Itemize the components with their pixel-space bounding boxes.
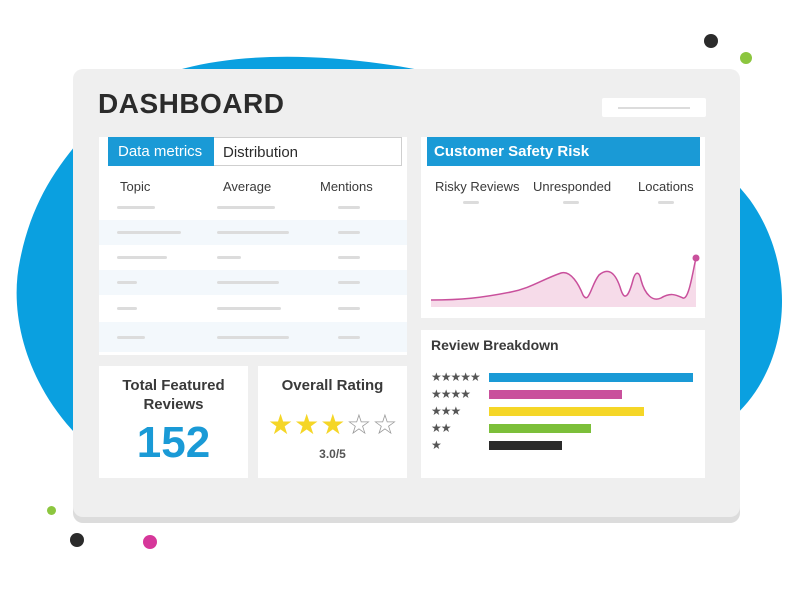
star-label: ★	[431, 438, 442, 452]
breakdown-bar	[489, 424, 591, 433]
review-breakdown-panel	[421, 330, 705, 478]
tab-data-metrics[interactable]: Data metrics	[108, 137, 214, 166]
breakdown-bar	[489, 407, 644, 416]
decor-dot-green-small	[47, 506, 56, 515]
table-row[interactable]	[99, 245, 407, 270]
breakdown-bar	[489, 441, 562, 450]
review-breakdown-title: Review Breakdown	[431, 337, 559, 353]
star-empty-icon: ☆☆	[346, 409, 399, 440]
placeholder-dash	[463, 201, 479, 204]
breakdown-bar	[489, 390, 622, 399]
column-header-mentions: Mentions	[320, 179, 373, 194]
column-header-risky-reviews: Risky Reviews	[435, 179, 520, 194]
table-row[interactable]	[99, 270, 407, 295]
column-header-topic: Topic	[120, 179, 151, 194]
placeholder-dash	[563, 201, 579, 204]
star-rating: ★★★☆☆	[268, 408, 399, 441]
star-label: ★★★	[431, 404, 461, 418]
table-row[interactable]	[99, 296, 407, 321]
decor-dot-dark-bottom	[70, 533, 84, 547]
table-row[interactable]	[99, 220, 407, 245]
total-reviews-value: 152	[136, 418, 211, 467]
overall-rating-card	[258, 366, 407, 478]
safety-risk-title: Customer Safety Risk	[427, 137, 700, 166]
decor-dot-dark	[704, 34, 718, 48]
star-label: ★★★★	[431, 387, 471, 401]
star-label: ★★★★★	[431, 370, 481, 384]
table-row[interactable]	[99, 322, 407, 352]
total-reviews-label-2: Reviews	[143, 396, 204, 413]
search-input[interactable]	[602, 98, 706, 117]
column-header-unresponded: Unresponded	[533, 179, 612, 194]
page-title: DASHBOARD	[98, 88, 285, 119]
decor-dot-pink	[143, 535, 157, 549]
star-filled-icon: ★★★	[268, 409, 347, 440]
table-row[interactable]	[99, 195, 407, 220]
star-label: ★★	[431, 421, 451, 435]
total-reviews-card	[99, 366, 248, 478]
overall-rating-value: 3.0/5	[319, 447, 346, 461]
column-header-locations: Locations	[638, 179, 694, 194]
overall-rating-label: Overall Rating	[281, 377, 384, 394]
tab-distribution[interactable]: Distribution	[214, 137, 402, 166]
total-reviews-label-1: Total Featured	[122, 377, 225, 394]
risk-trend-line	[430, 254, 700, 307]
column-header-average: Average	[223, 179, 272, 194]
placeholder-dash	[658, 201, 674, 204]
breakdown-bar	[489, 373, 693, 382]
decor-dot-green	[740, 52, 752, 64]
